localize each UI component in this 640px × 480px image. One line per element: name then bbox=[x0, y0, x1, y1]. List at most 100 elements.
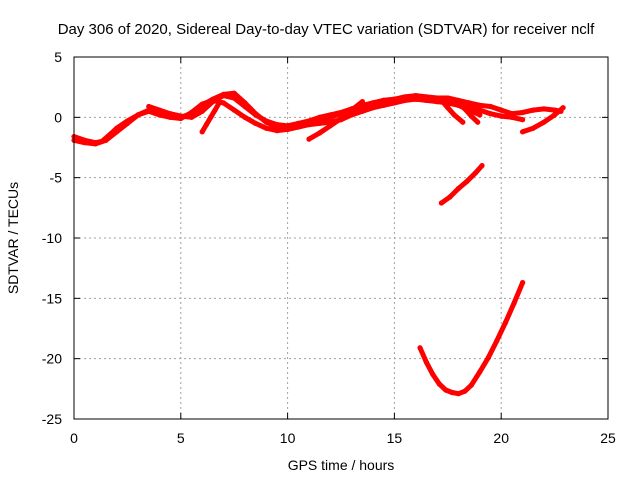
data-point bbox=[477, 112, 483, 118]
data-point bbox=[92, 141, 98, 147]
data-point bbox=[443, 387, 449, 393]
data-point bbox=[520, 117, 526, 123]
data-point bbox=[370, 100, 376, 106]
data-point bbox=[338, 109, 344, 116]
data-point bbox=[509, 114, 515, 120]
y-tick-label: -25 bbox=[42, 411, 62, 427]
data-point bbox=[114, 129, 120, 135]
series-track-c bbox=[146, 93, 483, 129]
data-point bbox=[253, 120, 259, 126]
data-point bbox=[541, 106, 547, 112]
data-point bbox=[436, 381, 442, 387]
y-axis-label: SDTVAR / TECUs bbox=[5, 182, 21, 294]
data-point bbox=[156, 112, 162, 118]
data-point bbox=[349, 107, 355, 113]
y-tick-label: -5 bbox=[50, 170, 63, 186]
data-point bbox=[146, 108, 152, 114]
data-point bbox=[124, 120, 130, 126]
data-point bbox=[460, 119, 466, 125]
y-tick-label: -20 bbox=[42, 351, 62, 367]
data-point bbox=[370, 105, 376, 111]
data-point bbox=[466, 100, 472, 106]
data-point bbox=[417, 345, 423, 351]
data-point bbox=[455, 100, 462, 106]
x-tick-label: 20 bbox=[493, 430, 509, 446]
y-tick-label: 5 bbox=[54, 49, 62, 65]
data-point bbox=[487, 111, 494, 117]
data-point bbox=[477, 369, 483, 375]
data-point bbox=[135, 112, 141, 118]
data-point bbox=[338, 115, 344, 122]
y-tick-label: -15 bbox=[42, 290, 62, 306]
data-point bbox=[477, 107, 483, 113]
data-point bbox=[146, 103, 152, 110]
data-point bbox=[391, 96, 397, 102]
data-point bbox=[167, 111, 173, 117]
data-point bbox=[498, 113, 504, 119]
data-point bbox=[455, 391, 462, 397]
y-axis-ticks: 5 0 -5 -10 -15 -20 -25 bbox=[42, 49, 608, 427]
data-point bbox=[220, 100, 227, 106]
data-point bbox=[449, 389, 455, 396]
data-point bbox=[242, 103, 248, 110]
data-point bbox=[327, 123, 333, 129]
series-track-j bbox=[417, 280, 526, 397]
data-point bbox=[199, 101, 205, 107]
data-point bbox=[520, 109, 526, 116]
data-point bbox=[156, 107, 162, 113]
data-point bbox=[263, 118, 269, 124]
data-point bbox=[212, 107, 218, 113]
data-point bbox=[103, 137, 109, 143]
x-tick-label: 5 bbox=[177, 430, 185, 446]
data-point bbox=[359, 108, 365, 114]
data-point bbox=[82, 140, 88, 146]
data-point bbox=[560, 105, 566, 111]
data-point bbox=[285, 123, 291, 129]
data-point bbox=[199, 129, 205, 135]
data-point bbox=[468, 382, 474, 388]
data-point bbox=[381, 97, 387, 103]
data-point bbox=[210, 99, 216, 105]
data-point bbox=[530, 125, 536, 131]
data-point bbox=[520, 280, 526, 286]
data-point bbox=[552, 112, 558, 118]
data-point bbox=[242, 114, 248, 120]
data-point bbox=[438, 97, 444, 103]
data-series bbox=[71, 90, 566, 397]
data-point bbox=[455, 185, 462, 192]
data-point bbox=[502, 319, 509, 326]
data-point bbox=[199, 108, 205, 114]
data-point bbox=[473, 170, 479, 176]
data-point bbox=[216, 100, 222, 106]
data-point bbox=[402, 95, 408, 101]
chart-title: Day 306 of 2020, Sidereal Day-to-day VTE… bbox=[58, 21, 595, 38]
data-point bbox=[306, 118, 312, 124]
data-point bbox=[263, 125, 269, 131]
data-point bbox=[274, 128, 280, 134]
data-point bbox=[317, 114, 323, 120]
x-axis-ticks: 0 5 10 15 20 25 bbox=[70, 57, 616, 446]
x-axis-label: GPS time / hours bbox=[288, 457, 395, 473]
data-point bbox=[438, 200, 444, 206]
data-point bbox=[208, 114, 214, 120]
data-point bbox=[468, 113, 474, 119]
data-point bbox=[434, 97, 440, 103]
data-point bbox=[188, 114, 195, 120]
series-branch-g bbox=[456, 100, 481, 125]
data-point bbox=[306, 136, 312, 142]
data-point bbox=[220, 93, 227, 99]
series-branch-f bbox=[438, 97, 466, 125]
x-tick-label: 15 bbox=[387, 430, 403, 446]
data-point bbox=[413, 96, 419, 102]
data-point bbox=[231, 90, 237, 96]
data-point bbox=[487, 103, 494, 110]
data-point bbox=[541, 119, 547, 125]
data-point bbox=[520, 129, 526, 135]
data-point bbox=[511, 300, 517, 306]
data-point bbox=[423, 359, 429, 365]
data-point bbox=[498, 107, 504, 113]
data-point bbox=[445, 105, 451, 111]
data-point bbox=[479, 163, 485, 169]
data-point bbox=[231, 107, 237, 113]
